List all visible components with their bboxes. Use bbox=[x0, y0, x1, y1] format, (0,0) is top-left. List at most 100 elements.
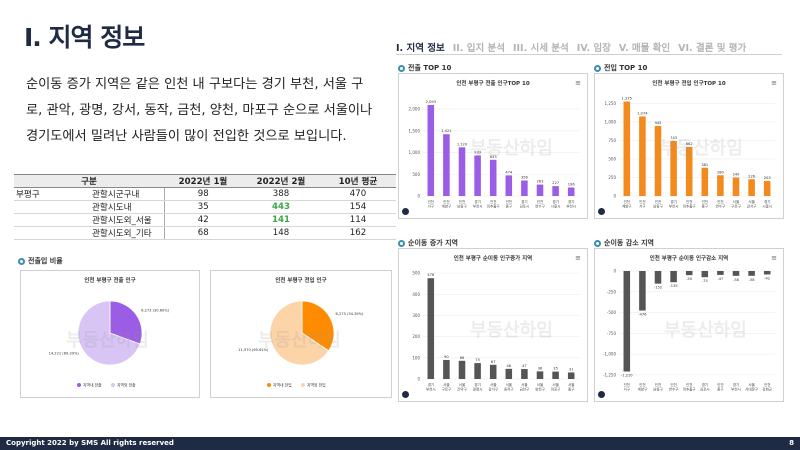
y-tick-label: 100 bbox=[412, 355, 420, 360]
x-tick-label: 중구 bbox=[506, 205, 513, 209]
pie-data-label: 14,221 (69.39%) bbox=[49, 352, 80, 356]
section-bullet-icon bbox=[398, 64, 405, 72]
nav-item-site-visit[interactable]: IV. 임장 bbox=[576, 43, 611, 54]
bar-data-label: 1,120 bbox=[457, 142, 468, 146]
bar-data-label: -47 bbox=[717, 277, 723, 281]
x-tick-label: 부천시 bbox=[669, 204, 679, 209]
pie-chart-outflow: 6,273 (30.60%) 14,221 (69.39%) 지역내 전출 지역외 전… bbox=[49, 300, 170, 388]
chart-menu-icon[interactable]: ≡ bbox=[771, 254, 777, 262]
legend-swatch bbox=[267, 383, 271, 387]
bar-data-label: 933 bbox=[474, 150, 481, 154]
x-tick-label: 인천 bbox=[506, 199, 512, 204]
bar bbox=[567, 187, 575, 196]
watermark-logo: 부동산하임 bbox=[258, 330, 341, 351]
brand-logo-icon bbox=[598, 208, 605, 215]
chart-title: 인천 부평구 전입 인구 bbox=[275, 278, 327, 284]
nav-item-location[interactable]: II. 입지 분석 bbox=[452, 43, 505, 54]
pie-data-label: 6,273 (30.60%) bbox=[141, 308, 170, 312]
x-tick-label: 구로구 bbox=[442, 388, 452, 392]
x-tick-label: 서울 bbox=[748, 382, 755, 387]
bar bbox=[670, 271, 677, 283]
bar bbox=[458, 147, 466, 196]
y-tick-label: 0 bbox=[613, 269, 616, 274]
x-tick-label: 광명시 bbox=[473, 387, 483, 392]
x-tick-label: 계양구 bbox=[622, 204, 632, 209]
bar bbox=[717, 175, 724, 196]
chart-menu-icon[interactable]: ≡ bbox=[771, 79, 777, 87]
bar-data-label: 48 bbox=[507, 364, 512, 368]
x-tick-label: 양천구 bbox=[535, 387, 545, 392]
chart-menu-icon[interactable]: ≡ bbox=[575, 79, 581, 87]
x-tick-label: 경기 bbox=[428, 382, 434, 387]
x-tick-label: 인천 bbox=[428, 199, 434, 204]
x-tick-label: 관악구 bbox=[457, 387, 467, 392]
y-tick-label: 0 bbox=[417, 377, 420, 382]
pie-slice bbox=[77, 300, 141, 366]
x-tick-label: 부천시 bbox=[566, 204, 576, 209]
pie-card-inflow: 인천 부평구 전입 인구 6,273 (34.39%) 11,970 (65.61… bbox=[210, 270, 392, 398]
x-tick-label: 강서구 bbox=[488, 387, 498, 392]
x-tick-label: 경기 bbox=[702, 382, 708, 387]
x-tick-label: 인천 bbox=[764, 382, 770, 387]
bar bbox=[427, 105, 435, 196]
nav-item-listing[interactable]: V. 매물 확인 bbox=[618, 43, 671, 54]
x-tick-label: 부천시 bbox=[426, 387, 436, 392]
chart-title: 인천 부평구 전출 인구TOP 10 bbox=[456, 81, 530, 87]
x-tick-label: 인천 bbox=[624, 199, 630, 204]
chart-menu-icon[interactable]: ≡ bbox=[575, 254, 581, 262]
x-tick-label: 인천 bbox=[686, 382, 692, 387]
x-tick-label: 인천 bbox=[639, 382, 645, 387]
nav-item-price[interactable]: III. 시세 분석 bbox=[512, 43, 569, 54]
y-tick-label: 1,000 bbox=[605, 119, 617, 124]
watermark-logo: 부동산하임 bbox=[470, 138, 553, 159]
x-tick-label: 경기 bbox=[474, 199, 480, 204]
bar-data-label: 2,093 bbox=[426, 100, 436, 104]
y-tick-label: 500 bbox=[608, 156, 616, 161]
bar-data-label: 474 bbox=[505, 170, 513, 174]
x-tick-label: 서울 bbox=[537, 382, 544, 387]
x-tick-label: 계양구 bbox=[442, 204, 452, 209]
x-tick-label: 인천 bbox=[639, 199, 645, 204]
bar bbox=[717, 271, 724, 275]
nav-item-conclusion[interactable]: VI. 결론 및 평가 bbox=[678, 43, 747, 54]
pie-slice bbox=[109, 300, 143, 345]
x-tick-label: 경기 bbox=[568, 199, 574, 204]
x-tick-label: 경기 bbox=[764, 199, 770, 204]
x-tick-label: 연수구 bbox=[716, 204, 726, 209]
y-tick-label: 0 bbox=[613, 194, 616, 199]
bar bbox=[701, 271, 709, 278]
brand-logo-icon bbox=[598, 391, 605, 398]
bar-data-label: -42 bbox=[764, 276, 770, 280]
footer-copyright: Copyright 2022 by SMS All rights reserve… bbox=[6, 439, 174, 447]
y-tick-label: 400 bbox=[412, 292, 420, 297]
x-tick-label: 서대문구 bbox=[745, 387, 759, 392]
bar bbox=[623, 271, 631, 372]
brand-logo-icon bbox=[402, 208, 409, 215]
x-tick-label: 인천 bbox=[490, 199, 496, 204]
x-tick-label: 서구 bbox=[624, 387, 631, 392]
bar bbox=[552, 186, 559, 196]
chart-title: 인천 부평구 전출 인구 bbox=[84, 278, 136, 284]
bar-data-label: -75 bbox=[702, 279, 708, 283]
bar bbox=[748, 271, 755, 276]
x-tick-label: 금천구 bbox=[520, 387, 530, 392]
table-cell: 154 bbox=[320, 200, 396, 214]
table-row: 관할시도외_기타 68 148 162 bbox=[14, 226, 396, 240]
x-tick-label: 연수구 bbox=[535, 204, 545, 209]
bar bbox=[489, 159, 497, 196]
pie-chart-inflow: 6,273 (34.39%) 11,970 (65.61%) 지역내 전입 지역외 전… bbox=[238, 300, 364, 388]
nav-item-region-info[interactable]: I. 지역 정보 bbox=[396, 43, 445, 54]
y-tick-label: 750 bbox=[608, 138, 616, 143]
section-bullet-icon bbox=[398, 239, 405, 247]
x-tick-label: 시흥시 bbox=[551, 204, 561, 209]
x-tick-label: 부천시 bbox=[731, 387, 741, 392]
migration-table: 구분 2022년 1월 2022년 2월 10년 평균 부평구 관할시군구내 9… bbox=[14, 174, 396, 240]
x-tick-label: 인천 bbox=[717, 199, 723, 204]
bar bbox=[521, 369, 528, 379]
bar-data-label: -476 bbox=[638, 313, 647, 317]
bar-data-label: -58 bbox=[749, 278, 756, 282]
x-tick-label: 계양구 bbox=[638, 387, 648, 392]
